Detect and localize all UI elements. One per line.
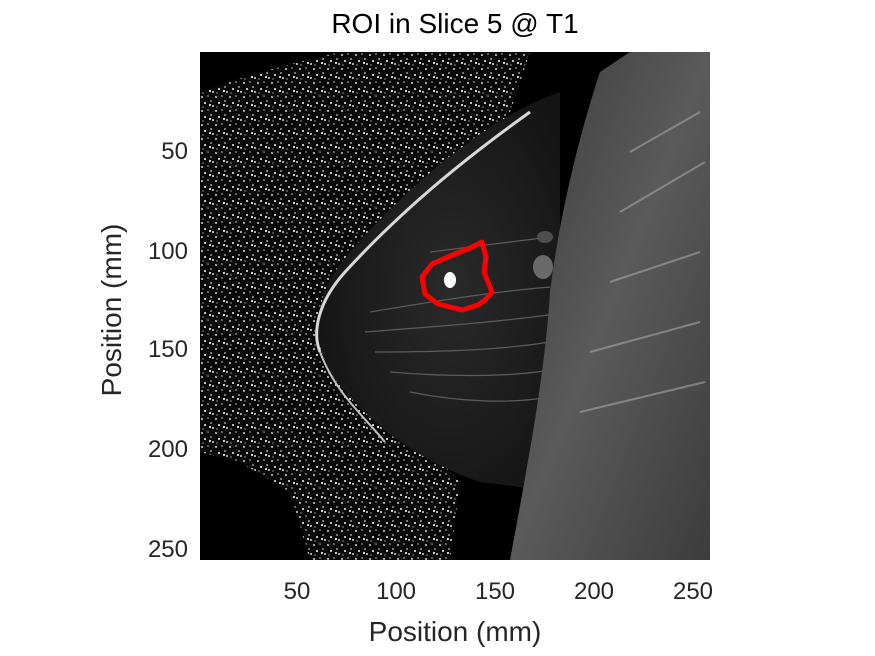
mri-slice-image [200, 52, 710, 560]
skin-line [315, 110, 531, 353]
x-tick-label: 100 [375, 578, 417, 605]
x-tick-label: 250 [672, 578, 714, 605]
x-axis-label: Position (mm) [368, 616, 542, 647]
muscle-streaks [579, 111, 706, 413]
plot-title: ROI in Slice 5 @ T1 [331, 8, 579, 39]
y-axis-label: Position (mm) [96, 223, 127, 397]
y-tick-label: 250 [147, 536, 188, 563]
lesion-bright-spot [444, 272, 456, 288]
fibrous-strands [364, 236, 556, 402]
y-tick-label: 200 [147, 436, 188, 463]
skin-line-lower [319, 351, 386, 443]
x-tick-label: 150 [474, 578, 516, 605]
roi-outline [419, 239, 495, 313]
y-tick-label: 50 [161, 138, 188, 165]
breast-tissue [318, 92, 560, 492]
x-tick-label: 50 [283, 578, 311, 605]
x-tick-label: 200 [573, 578, 615, 605]
noise-region [200, 52, 530, 560]
y-tick-label: 100 [147, 238, 188, 265]
node-spot-2 [537, 231, 553, 243]
y-tick-label: 150 [147, 336, 188, 363]
node-spot [533, 255, 553, 279]
mri-image-axes[interactable] [200, 52, 710, 560]
chest-wall [510, 52, 710, 560]
